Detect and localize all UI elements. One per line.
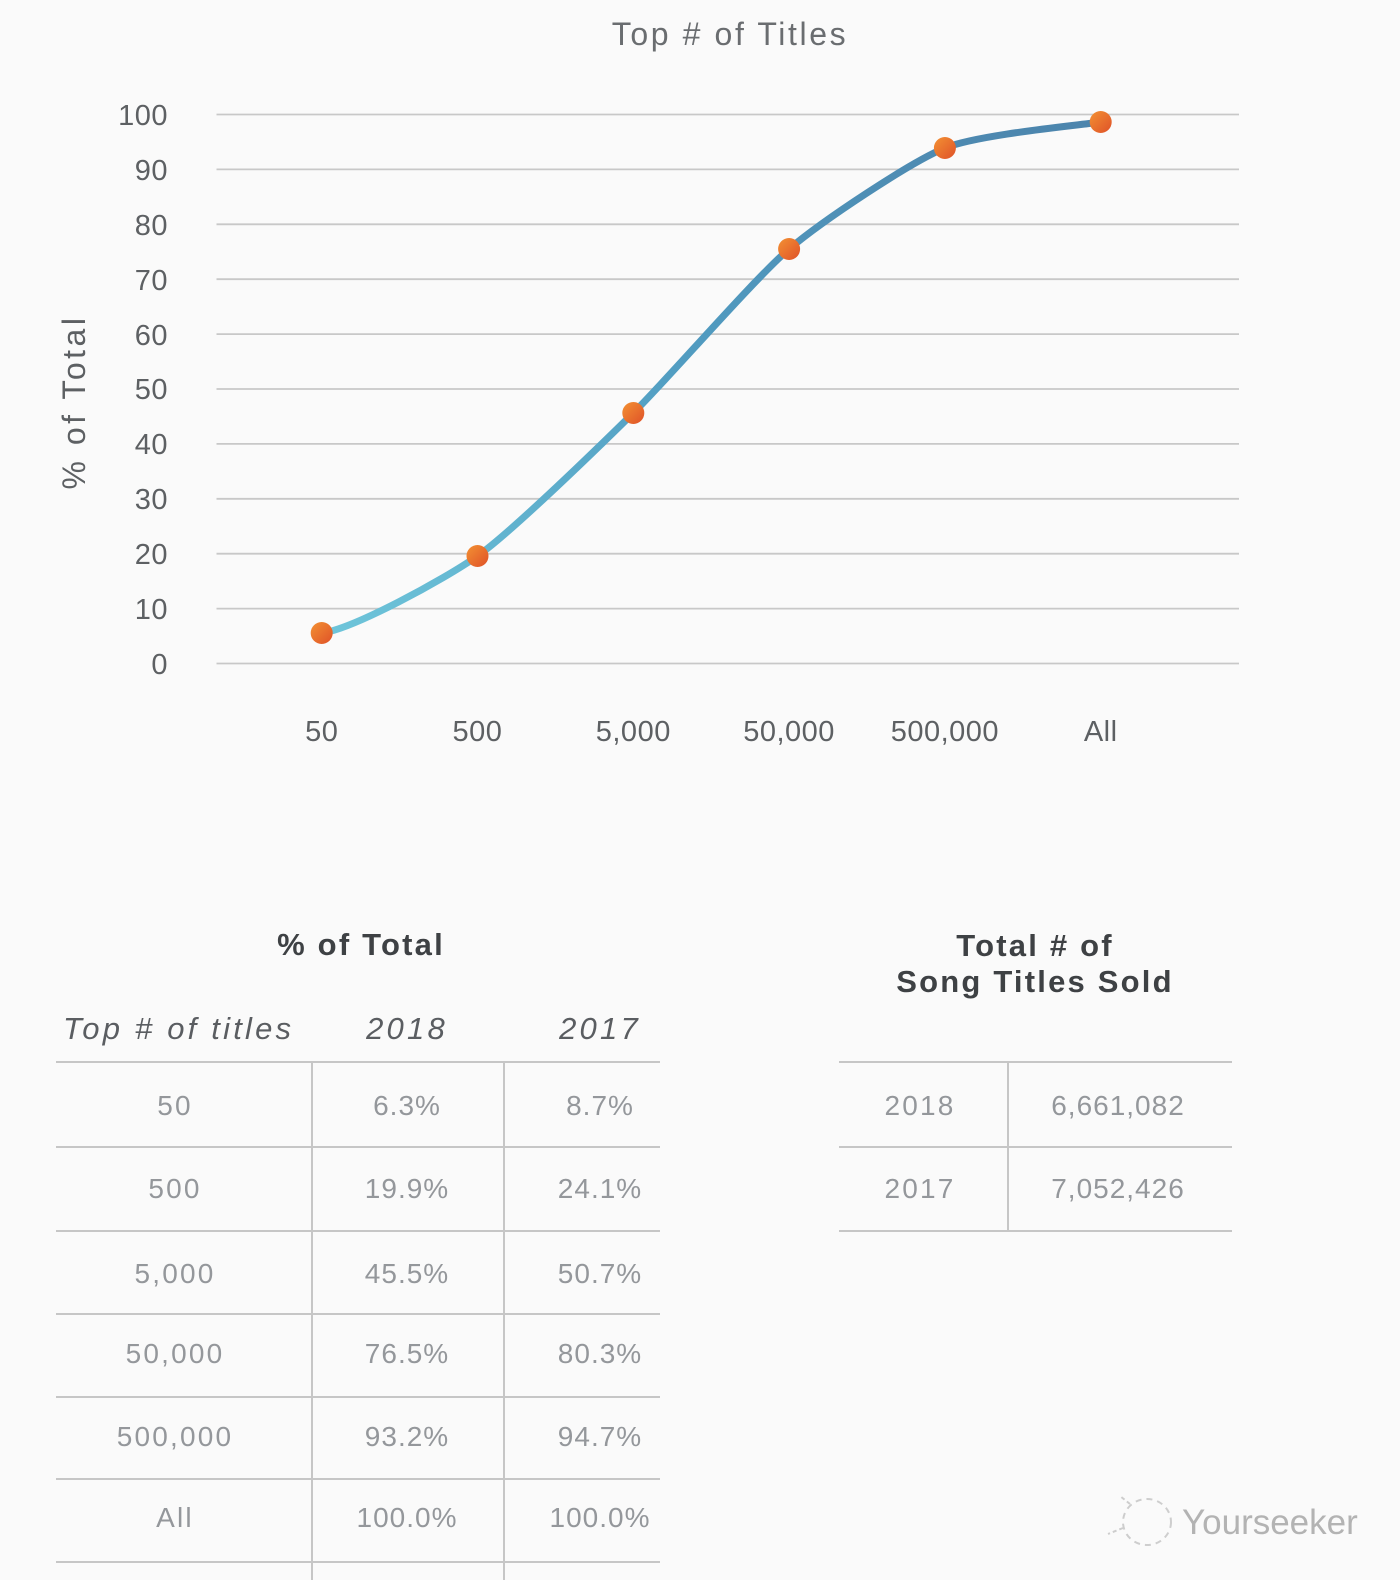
svg-text:% of Total: % of Total bbox=[56, 315, 92, 490]
svg-text:30: 30 bbox=[135, 484, 168, 516]
svg-text:20: 20 bbox=[135, 539, 168, 571]
svg-text:70: 70 bbox=[135, 265, 168, 297]
svg-text:50,000: 50,000 bbox=[743, 716, 835, 748]
svg-text:50: 50 bbox=[135, 374, 168, 406]
svg-text:0: 0 bbox=[151, 649, 168, 681]
svg-text:500: 500 bbox=[453, 716, 503, 748]
svg-text:All: All bbox=[1084, 716, 1118, 748]
svg-text:100: 100 bbox=[118, 100, 168, 132]
svg-text:90: 90 bbox=[135, 155, 168, 187]
svg-text:500,000: 500,000 bbox=[891, 716, 999, 748]
svg-text:60: 60 bbox=[135, 320, 168, 352]
svg-text:80: 80 bbox=[135, 210, 168, 242]
svg-text:5,000: 5,000 bbox=[596, 716, 671, 748]
svg-text:Yourseeker: Yourseeker bbox=[1182, 1503, 1358, 1542]
svg-text:50: 50 bbox=[305, 716, 338, 748]
svg-text:Top # of Titles: Top # of Titles bbox=[612, 16, 848, 52]
svg-text:40: 40 bbox=[135, 429, 168, 461]
svg-text:10: 10 bbox=[135, 594, 168, 626]
